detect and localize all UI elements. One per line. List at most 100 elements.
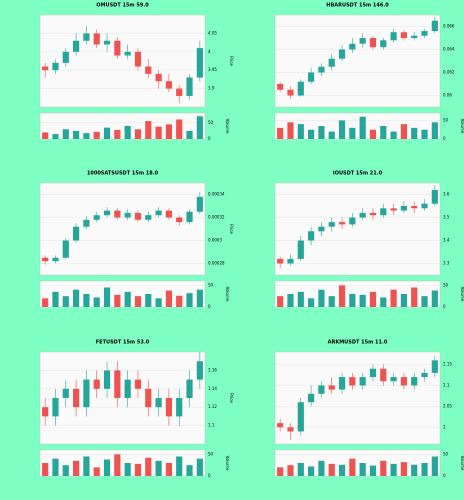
volume-bar	[297, 463, 304, 476]
y-axis-label: Price	[229, 224, 234, 234]
candle-body	[73, 388, 80, 408]
volume-bar	[155, 126, 162, 139]
volume-bar	[411, 127, 418, 139]
volume-bar	[277, 296, 284, 307]
chart-panel: OMUSDT 15m 59.0 3.9 3.95 4 4.05 0 50 Price Volum…	[39, 3, 234, 141]
candle-body	[318, 226, 325, 232]
candle-body	[380, 368, 387, 382]
candle-body	[380, 40, 387, 48]
y2-tick-label: 0	[443, 136, 446, 141]
volume-bar	[328, 296, 335, 307]
y2-tick-label: 50	[443, 282, 449, 287]
y-tick-label: 3.9	[208, 86, 215, 91]
candle-body	[308, 393, 315, 403]
candle-body	[103, 370, 111, 389]
y2-tick-label: 50	[208, 451, 214, 456]
candle-body	[165, 210, 172, 218]
volume-bar	[114, 129, 121, 139]
candle-body	[62, 388, 69, 398]
candle-body	[145, 66, 152, 74]
candle-body	[390, 377, 397, 382]
volume-bar	[62, 129, 69, 139]
candle-body	[73, 40, 80, 52]
candle-body	[73, 226, 80, 241]
y-tick-label: 1.14	[208, 386, 217, 391]
plot-area	[39, 182, 206, 276]
candle-body	[155, 210, 162, 216]
volume-bar	[93, 297, 100, 307]
volume-bar	[93, 131, 100, 139]
y-tick-label: 3.3	[443, 261, 450, 266]
chart-title: 1000SATSUSDT 15m 18.0	[87, 171, 159, 177]
volume-bar	[124, 291, 131, 307]
y2-tick-label: 0	[443, 473, 446, 478]
candle-body	[124, 212, 131, 218]
candle-body	[176, 398, 183, 417]
candle-body	[42, 407, 49, 417]
y2-tick-label: 0	[208, 136, 211, 141]
candle-body	[287, 427, 294, 432]
volume-bar	[359, 116, 366, 139]
candle-body	[124, 51, 131, 56]
chart-panel: ARKMUSDT 15m 11.022.052.12.15050PriceVol…	[274, 340, 464, 478]
volume-bar	[431, 290, 438, 307]
candle-body	[318, 385, 325, 394]
y-tick-label: 3.4	[443, 238, 450, 243]
candle-body	[114, 210, 121, 218]
y-tick-label: 3.6	[443, 192, 450, 197]
y-tick-label: 3.5	[443, 215, 450, 220]
candle-body	[297, 240, 304, 259]
volume-bar	[318, 460, 325, 476]
volume-bar	[52, 134, 59, 139]
y2-tick-label: 50	[208, 120, 214, 125]
chart-title: ARKMUSDT 15m 11.0	[328, 340, 388, 346]
volume-bar	[93, 467, 100, 476]
y-tick-label: 1.16	[208, 367, 217, 372]
volume-bar	[390, 131, 397, 139]
candle-body	[308, 231, 315, 241]
volume-bar	[411, 464, 418, 476]
volume-bar	[176, 456, 183, 476]
volume-bar	[431, 122, 438, 139]
candle-body	[83, 379, 90, 408]
candle-body	[338, 377, 346, 390]
candle-body	[287, 89, 294, 96]
candle-body	[369, 368, 377, 378]
candle-body	[359, 212, 366, 218]
volume-bar	[145, 457, 152, 476]
volume-bar	[297, 291, 304, 307]
y2-axis-label: Volume	[225, 287, 230, 302]
volume-bar	[349, 458, 356, 476]
volume-bar	[186, 130, 193, 139]
candle-body	[52, 257, 59, 262]
volume-bar	[165, 463, 172, 476]
candle-body	[62, 240, 69, 258]
volume-bar	[328, 131, 335, 139]
volume-bar	[287, 465, 294, 476]
candle-body	[338, 49, 346, 59]
y2-tick-label: 50	[443, 451, 449, 456]
candle-body	[328, 385, 335, 390]
candle-body	[328, 58, 335, 67]
volume-bar	[196, 289, 203, 307]
y2-axis-label: Volume	[460, 119, 464, 134]
candle-body	[359, 377, 366, 386]
volume-bar	[145, 294, 152, 307]
y-tick-label: 1.12	[208, 404, 217, 409]
volume-bar	[52, 291, 59, 307]
y-tick-label: 2.15	[443, 362, 452, 367]
candle-body	[103, 210, 111, 216]
volume-bar	[73, 289, 80, 307]
volume-bar	[176, 295, 183, 307]
candle-body	[411, 206, 418, 209]
y-axis-label: Price	[229, 393, 234, 403]
volume-bar	[124, 126, 131, 139]
y-tick-label: 2.1	[443, 382, 450, 387]
volume-bar	[400, 294, 407, 307]
plot-area	[274, 182, 441, 276]
candle-body	[114, 370, 121, 398]
y-tick-label: 4.05	[208, 30, 217, 35]
volume-bar	[308, 298, 315, 307]
candle-body	[349, 217, 356, 225]
